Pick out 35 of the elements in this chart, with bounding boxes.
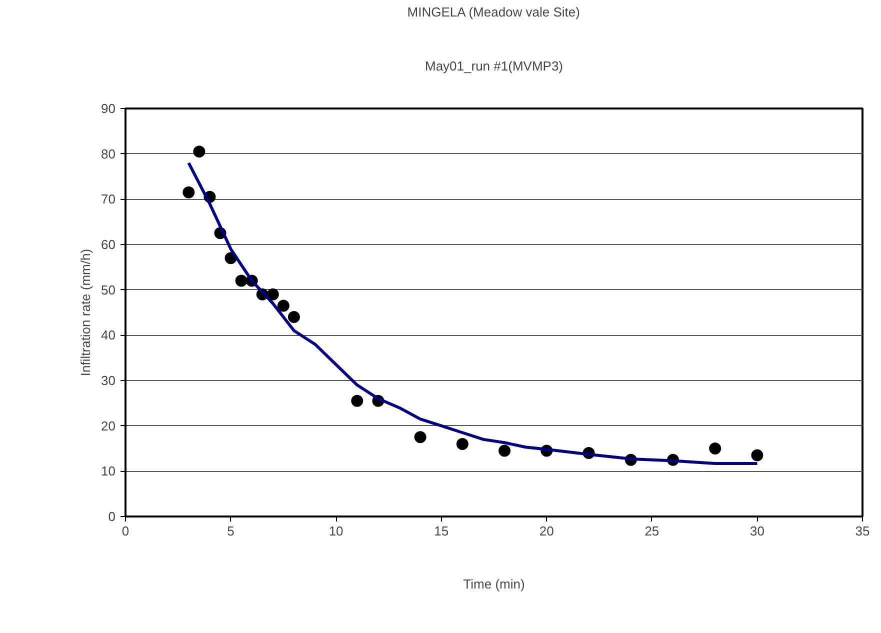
point — [288, 311, 300, 324]
y-tick-label: 90 — [101, 101, 116, 116]
chart-subtitle: May01_run #1(MVMP3) — [425, 58, 563, 74]
y-axis-title: Infiltration rate (mm/h) — [78, 248, 94, 376]
y-tick-label: 40 — [101, 328, 116, 343]
point — [351, 394, 364, 407]
point — [235, 274, 248, 287]
x-axis-title: Time (min) — [463, 576, 525, 592]
x-tick-label: 0 — [122, 524, 130, 538]
x-tick-label: 5 — [227, 524, 234, 538]
point — [182, 186, 195, 198]
point — [456, 438, 468, 450]
y-tick-label: 80 — [101, 146, 116, 162]
point — [498, 444, 511, 457]
point — [193, 146, 206, 158]
y-tick-label: 20 — [101, 418, 116, 434]
x-tick-label: 30 — [750, 524, 764, 538]
y-tick-label: 0 — [108, 509, 116, 524]
point — [277, 300, 290, 312]
chart-title: MINGELA (Meadow vale Site) — [407, 4, 580, 20]
point — [414, 431, 426, 444]
x-tick-label: 20 — [539, 524, 554, 538]
x-tick-label: 25 — [644, 524, 660, 538]
point — [266, 288, 279, 300]
y-tick-label: 60 — [101, 237, 116, 252]
y-tick-label: 10 — [101, 464, 116, 479]
point — [709, 442, 722, 454]
x-tick-label: 35 — [855, 524, 870, 538]
y-tick-label: 70 — [101, 192, 116, 207]
y-tick-label: 50 — [101, 282, 116, 298]
x-tick-label: 10 — [328, 524, 344, 538]
y-tick-label: 30 — [101, 373, 116, 388]
x-tick-label: 15 — [434, 524, 449, 538]
line-series — [187, 161, 759, 465]
point — [751, 449, 764, 462]
